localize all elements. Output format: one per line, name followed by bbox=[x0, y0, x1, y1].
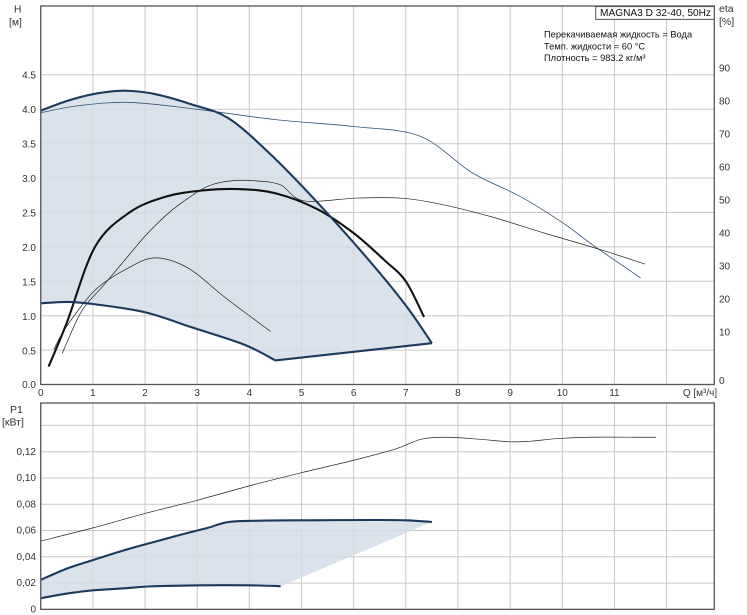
svg-text:11: 11 bbox=[609, 388, 620, 399]
svg-text:3.5: 3.5 bbox=[22, 140, 36, 151]
svg-text:0.5: 0.5 bbox=[22, 347, 36, 358]
svg-text:4: 4 bbox=[247, 388, 253, 399]
svg-text:0,04: 0,04 bbox=[17, 552, 37, 563]
svg-text:1.0: 1.0 bbox=[22, 312, 36, 323]
svg-text:P1: P1 bbox=[10, 404, 23, 416]
svg-text:0.0: 0.0 bbox=[22, 380, 36, 391]
svg-text:30: 30 bbox=[719, 262, 731, 273]
svg-text:0,08: 0,08 bbox=[17, 499, 37, 510]
svg-text:60: 60 bbox=[719, 163, 731, 174]
svg-text:3: 3 bbox=[194, 388, 200, 399]
svg-text:20: 20 bbox=[719, 295, 731, 306]
svg-text:7: 7 bbox=[403, 388, 409, 399]
svg-text:[кВт]: [кВт] bbox=[2, 417, 24, 429]
svg-text:3.0: 3.0 bbox=[22, 174, 36, 185]
svg-text:Перекачиваемая жидкость = Вода: Перекачиваемая жидкость = Вода bbox=[544, 30, 693, 40]
svg-text:0: 0 bbox=[38, 388, 44, 399]
svg-text:H: H bbox=[14, 5, 21, 16]
svg-text:[м]: [м] bbox=[9, 18, 22, 29]
svg-text:MAGNA3 D 32-40, 50Hz: MAGNA3 D 32-40, 50Hz bbox=[600, 8, 711, 19]
svg-text:4.5: 4.5 bbox=[22, 71, 36, 82]
svg-text:0: 0 bbox=[30, 605, 36, 615]
svg-text:[%]: [%] bbox=[719, 16, 734, 28]
svg-text:1: 1 bbox=[90, 388, 96, 399]
svg-text:2.5: 2.5 bbox=[22, 209, 36, 220]
svg-text:70: 70 bbox=[719, 130, 731, 141]
svg-text:0,06: 0,06 bbox=[17, 526, 37, 537]
svg-text:80: 80 bbox=[719, 97, 731, 108]
svg-text:eta: eta bbox=[719, 3, 734, 15]
svg-text:0,12: 0,12 bbox=[17, 447, 37, 458]
svg-text:1.5: 1.5 bbox=[22, 278, 36, 289]
svg-text:8: 8 bbox=[455, 388, 461, 399]
svg-text:0,10: 0,10 bbox=[17, 473, 37, 484]
svg-text:10: 10 bbox=[557, 388, 569, 399]
svg-text:Плотность = 983.2 кг/м³: Плотность = 983.2 кг/м³ bbox=[544, 53, 645, 63]
svg-text:6: 6 bbox=[351, 388, 357, 399]
svg-text:90: 90 bbox=[719, 64, 731, 75]
svg-text:50: 50 bbox=[719, 196, 731, 207]
svg-text:0: 0 bbox=[719, 376, 725, 387]
svg-text:4.0: 4.0 bbox=[22, 105, 36, 116]
svg-text:5: 5 bbox=[299, 388, 305, 399]
svg-text:10: 10 bbox=[719, 328, 731, 339]
svg-text:Темп. жидкости = 60 °C: Темп. жидкости = 60 °C bbox=[544, 41, 645, 51]
svg-text:2: 2 bbox=[142, 388, 148, 399]
svg-text:2.0: 2.0 bbox=[22, 243, 36, 254]
svg-text:0,02: 0,02 bbox=[17, 578, 37, 589]
svg-text:9: 9 bbox=[507, 388, 513, 399]
svg-text:40: 40 bbox=[719, 229, 731, 240]
svg-text:Q [м³/ч]: Q [м³/ч] bbox=[683, 388, 718, 399]
